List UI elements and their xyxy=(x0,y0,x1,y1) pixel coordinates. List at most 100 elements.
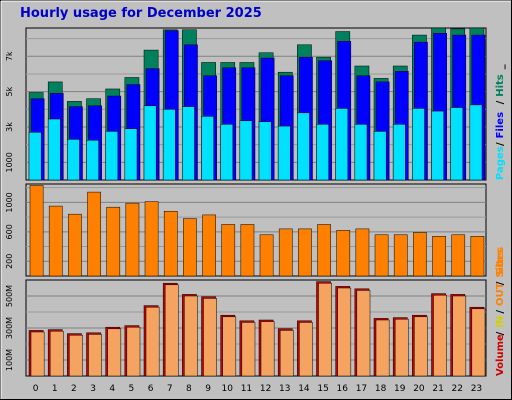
x-tick-label: 10 xyxy=(222,384,234,394)
bar-out xyxy=(394,318,409,377)
panel-hits-files-pages: 1000 3k 5k 7k xyxy=(5,27,487,181)
bar-sites xyxy=(29,185,44,277)
x-tick-label: 21 xyxy=(432,384,443,394)
bar-out xyxy=(30,331,45,377)
y-tick-label: 7k xyxy=(5,51,14,61)
y-tick-label: 200 xyxy=(5,254,14,269)
bar-pages xyxy=(220,124,234,181)
bar-out xyxy=(222,316,237,377)
bar-sites xyxy=(451,234,466,277)
y-tick-label: 1000 xyxy=(5,192,14,212)
y-tick-label: 300M xyxy=(5,317,14,339)
legend-item: Files xyxy=(495,112,506,138)
bar-pages xyxy=(412,108,425,181)
x-tick-label: 20 xyxy=(413,384,425,394)
legend-item: / xyxy=(495,310,506,314)
plot-area xyxy=(25,183,487,277)
bar-pages xyxy=(431,110,444,181)
legend-item: / xyxy=(495,281,506,285)
x-tick-label: 11 xyxy=(241,384,252,394)
legend-item: Volume xyxy=(495,334,506,376)
bar-pages xyxy=(277,125,291,181)
bar-out xyxy=(375,319,390,377)
legend-item: / xyxy=(495,100,506,104)
bar-pages xyxy=(28,132,42,181)
bar-sites xyxy=(202,214,216,277)
bar-sites xyxy=(393,234,408,277)
x-tick-label: 16 xyxy=(337,384,349,394)
x-tick-label: 4 xyxy=(109,384,115,394)
bar-pages xyxy=(392,124,406,181)
bar-sites xyxy=(106,206,121,277)
x-tick-label: 13 xyxy=(279,384,290,394)
bar-sites xyxy=(163,210,178,277)
bar-pages xyxy=(373,131,387,181)
bar-sites xyxy=(278,228,293,277)
legend-item: IN xyxy=(495,316,506,328)
bar-sites xyxy=(413,232,427,277)
bar-pages xyxy=(297,112,310,181)
panel-sites: 200 600 1000 xyxy=(5,183,487,277)
bar-sites xyxy=(87,191,101,277)
bar-pages xyxy=(335,108,349,181)
bar-pages xyxy=(124,128,138,181)
plot-area xyxy=(25,27,487,181)
legend-item: / xyxy=(495,331,506,335)
bar-pages xyxy=(47,118,61,181)
bar-out xyxy=(414,316,428,377)
bar-out xyxy=(241,322,256,377)
bar-out xyxy=(279,330,294,377)
bar-out xyxy=(164,284,179,377)
bar-sites xyxy=(317,224,331,277)
x-tick-label: 7 xyxy=(167,384,173,394)
bar-sites xyxy=(259,234,274,277)
legend-item: _ xyxy=(495,64,506,69)
bar-pages xyxy=(182,106,195,181)
bar-sites xyxy=(298,228,312,277)
bar-sites xyxy=(336,230,351,277)
legend-item: Pages xyxy=(495,146,506,180)
bar-sites xyxy=(221,224,236,277)
bar-pages xyxy=(105,131,119,181)
bar-out xyxy=(126,326,141,377)
bar-out xyxy=(356,290,371,377)
bar-out xyxy=(184,295,198,377)
bar-pages xyxy=(162,109,176,181)
legend-item: Sites xyxy=(495,247,506,275)
bar-sites xyxy=(68,213,82,277)
x-tick-label: 23 xyxy=(471,384,482,394)
x-tick-label: 5 xyxy=(129,384,135,394)
bar-out xyxy=(260,321,275,377)
bar-sites xyxy=(470,236,485,277)
panel-volume: 100M 300M 500M xyxy=(5,279,487,377)
x-tick-label: 19 xyxy=(394,384,406,394)
bar-pages xyxy=(67,139,80,181)
bar-out xyxy=(318,282,332,377)
y-tick-label: 100M xyxy=(5,349,14,371)
x-tick-label: 3 xyxy=(90,384,96,394)
bar-sites xyxy=(432,236,446,277)
y-tick-label: 1000 xyxy=(5,152,14,172)
bar-sites xyxy=(48,205,63,277)
legend-item: OUT xyxy=(495,282,506,306)
bar-out xyxy=(452,295,467,377)
x-tick-label: 1 xyxy=(52,384,58,394)
x-tick-label: 0 xyxy=(33,384,39,394)
x-tick-label: 17 xyxy=(356,384,367,394)
bar-pages xyxy=(86,139,99,181)
bar-sites xyxy=(125,202,140,277)
bar-pages xyxy=(354,124,368,181)
legend-item: Sites xyxy=(495,249,506,277)
bar-sites xyxy=(355,228,370,277)
y-tick-label: 600 xyxy=(5,224,14,239)
bar-out xyxy=(433,294,447,377)
bar-pages xyxy=(143,105,157,181)
bar-out xyxy=(107,328,122,377)
y-tick-label: 3k xyxy=(5,122,14,132)
bar-sites xyxy=(144,201,159,277)
x-tick-label: 12 xyxy=(260,384,271,394)
bar-pages xyxy=(316,124,329,181)
y-tick-label: 500M xyxy=(5,285,14,307)
x-tick-label: 9 xyxy=(205,384,211,394)
